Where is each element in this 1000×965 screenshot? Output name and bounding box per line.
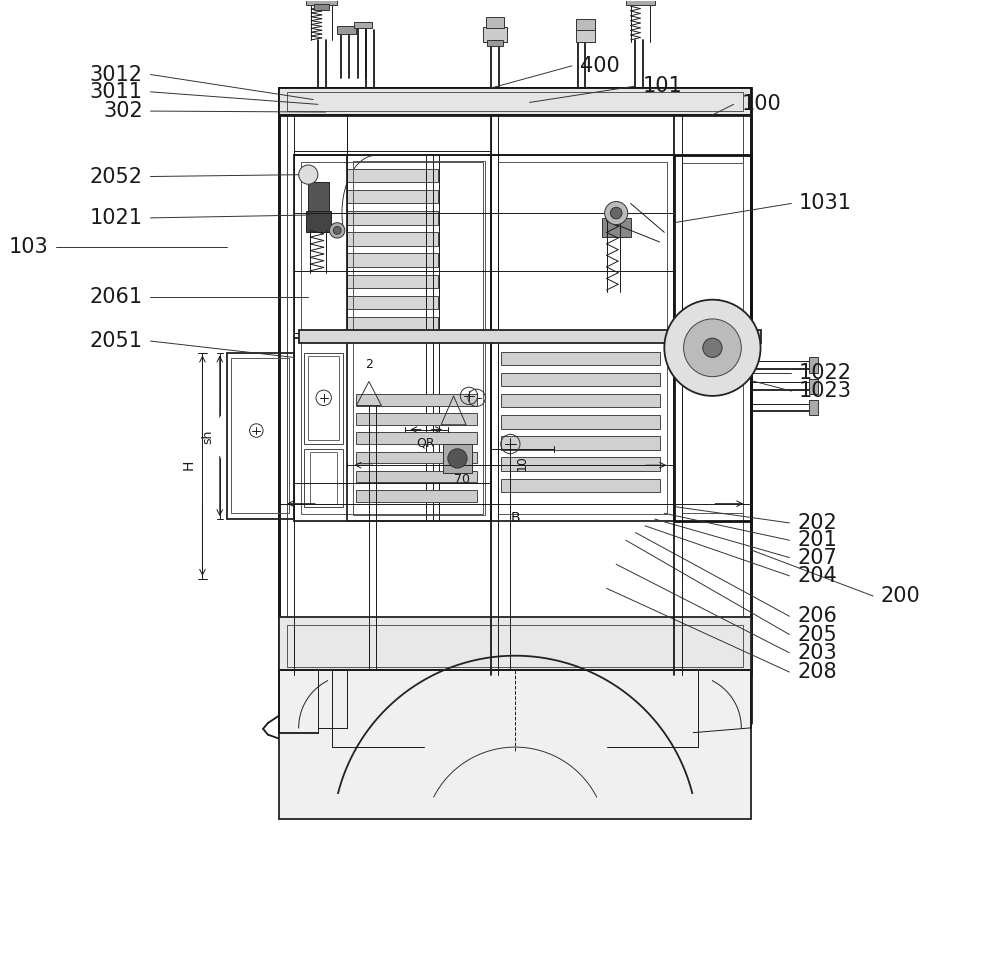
Text: 206: 206 bbox=[797, 606, 837, 626]
Bar bbox=[306, 211, 331, 233]
Bar bbox=[353, 161, 485, 515]
Text: H: H bbox=[182, 460, 196, 470]
Bar bbox=[308, 356, 339, 440]
Bar bbox=[674, 155, 751, 521]
Bar bbox=[227, 352, 294, 519]
Bar bbox=[279, 618, 751, 675]
Bar bbox=[501, 479, 660, 492]
Bar bbox=[310, 452, 337, 504]
Text: 2051: 2051 bbox=[90, 331, 143, 351]
Bar bbox=[501, 394, 660, 407]
Bar bbox=[682, 163, 743, 513]
Text: 3011: 3011 bbox=[90, 82, 143, 102]
Circle shape bbox=[610, 207, 622, 219]
Text: 2: 2 bbox=[365, 358, 373, 371]
Bar bbox=[576, 18, 595, 30]
Circle shape bbox=[664, 300, 761, 396]
Bar bbox=[287, 96, 743, 667]
Bar bbox=[486, 16, 504, 28]
Bar bbox=[304, 449, 343, 507]
Bar bbox=[501, 372, 660, 386]
Text: 1021: 1021 bbox=[90, 207, 143, 228]
Bar bbox=[347, 155, 491, 521]
Text: 302: 302 bbox=[103, 101, 143, 121]
Bar bbox=[347, 169, 438, 182]
Bar bbox=[602, 218, 631, 237]
Text: 1023: 1023 bbox=[799, 381, 852, 401]
Bar bbox=[306, 0, 337, 5]
Bar bbox=[809, 378, 818, 394]
Text: QR: QR bbox=[416, 436, 435, 450]
Bar bbox=[354, 21, 372, 28]
Bar bbox=[287, 625, 743, 667]
Bar bbox=[347, 317, 438, 330]
Bar bbox=[501, 351, 660, 365]
Text: 201: 201 bbox=[797, 530, 837, 550]
Text: 200: 200 bbox=[881, 586, 921, 606]
Bar bbox=[501, 415, 660, 428]
Text: 1022: 1022 bbox=[799, 363, 852, 383]
Bar bbox=[231, 358, 289, 513]
Text: 202: 202 bbox=[797, 513, 837, 533]
Bar bbox=[356, 394, 477, 405]
Bar bbox=[809, 400, 818, 415]
Bar bbox=[279, 88, 751, 675]
Text: B: B bbox=[510, 511, 520, 525]
Text: 203: 203 bbox=[797, 643, 837, 663]
Bar bbox=[347, 296, 438, 310]
Bar bbox=[626, 0, 655, 5]
Bar bbox=[347, 211, 438, 225]
Bar bbox=[443, 444, 472, 473]
Bar bbox=[356, 490, 477, 502]
Circle shape bbox=[605, 202, 628, 225]
Circle shape bbox=[448, 449, 467, 468]
Bar bbox=[299, 329, 761, 343]
Circle shape bbox=[703, 338, 722, 357]
Bar bbox=[498, 162, 667, 514]
Bar bbox=[347, 190, 438, 204]
Bar bbox=[337, 26, 356, 34]
Bar bbox=[356, 432, 477, 444]
Bar bbox=[356, 471, 477, 482]
Circle shape bbox=[329, 223, 345, 238]
Text: 207: 207 bbox=[797, 547, 837, 567]
Circle shape bbox=[333, 227, 341, 234]
Bar bbox=[487, 40, 503, 45]
Bar bbox=[279, 88, 751, 115]
Bar bbox=[308, 182, 329, 213]
Bar bbox=[501, 436, 660, 450]
Bar bbox=[501, 457, 660, 471]
Text: 2061: 2061 bbox=[90, 287, 143, 307]
Circle shape bbox=[299, 165, 318, 184]
Text: sh: sh bbox=[201, 429, 214, 444]
Text: 208: 208 bbox=[797, 662, 837, 682]
Text: 101: 101 bbox=[643, 76, 683, 96]
Text: 1031: 1031 bbox=[799, 193, 852, 213]
Text: 103: 103 bbox=[9, 236, 48, 257]
Bar bbox=[356, 452, 477, 463]
Bar bbox=[576, 28, 595, 41]
Text: 2052: 2052 bbox=[90, 167, 143, 186]
Bar bbox=[483, 27, 507, 41]
Bar bbox=[356, 413, 477, 425]
Text: 10: 10 bbox=[515, 455, 528, 472]
Text: 400: 400 bbox=[580, 56, 619, 76]
Circle shape bbox=[684, 318, 741, 376]
Text: 3012: 3012 bbox=[90, 65, 143, 85]
Bar bbox=[809, 357, 818, 372]
Text: 100: 100 bbox=[741, 95, 781, 114]
Bar bbox=[301, 162, 483, 514]
Bar bbox=[347, 254, 438, 267]
Bar bbox=[294, 155, 491, 521]
Text: 204: 204 bbox=[797, 565, 837, 586]
Text: 70: 70 bbox=[454, 473, 470, 486]
Text: 205: 205 bbox=[797, 624, 837, 645]
Bar bbox=[491, 155, 674, 521]
Bar bbox=[347, 275, 438, 289]
Bar bbox=[287, 92, 743, 111]
Bar bbox=[347, 233, 438, 246]
Bar bbox=[314, 4, 329, 10]
Bar bbox=[304, 352, 343, 444]
Bar bbox=[279, 670, 751, 819]
